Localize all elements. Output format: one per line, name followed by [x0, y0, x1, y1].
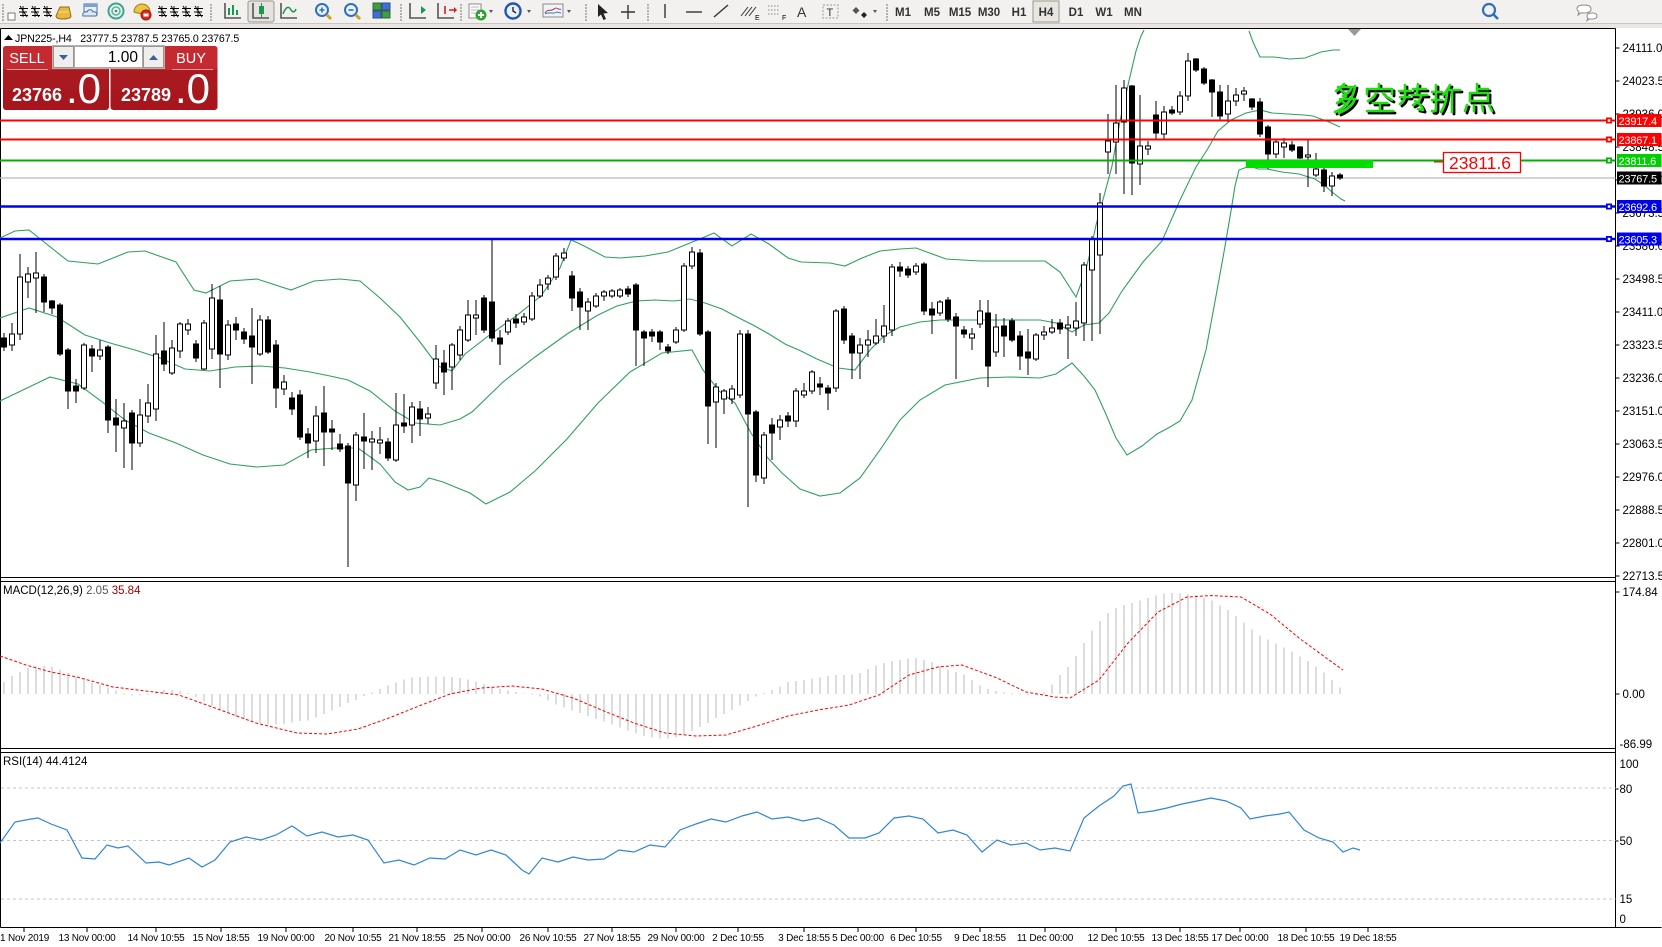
svg-text:E: E: [755, 15, 760, 22]
svg-text:F: F: [782, 15, 786, 22]
svg-text:M1: M1: [895, 7, 912, 19]
svg-text:BUY: BUY: [176, 51, 206, 67]
svg-text:22976.0: 22976.0: [1623, 472, 1662, 484]
svg-text:22801.0: 22801.0: [1623, 538, 1662, 550]
svg-text:15: 15: [1620, 894, 1633, 906]
svg-text:M5: M5: [924, 7, 941, 19]
svg-text:23789: 23789: [121, 85, 171, 105]
svg-text:SELL: SELL: [9, 51, 44, 67]
svg-text:23498.5: 23498.5: [1623, 274, 1662, 286]
svg-text:13 Dec 18:55: 13 Dec 18:55: [1151, 933, 1209, 944]
svg-text:23917.4: 23917.4: [1619, 116, 1657, 128]
svg-text:D1: D1: [1069, 7, 1084, 19]
svg-text:23766: 23766: [12, 85, 62, 105]
svg-text:.0: .0: [66, 65, 101, 112]
svg-text:23151.0: 23151.0: [1623, 406, 1662, 418]
svg-text:A: A: [797, 4, 807, 20]
svg-text:-86.99: -86.99: [1620, 739, 1653, 751]
svg-text:23323.5: 23323.5: [1623, 340, 1662, 352]
svg-text:0.00: 0.00: [1623, 689, 1645, 701]
svg-text:23692.6: 23692.6: [1619, 202, 1657, 214]
svg-text:M30: M30: [978, 7, 1000, 19]
svg-text:H1: H1: [1012, 7, 1027, 19]
svg-text:MACD(12,26,9) 2.05 35.84: MACD(12,26,9) 2.05 35.84: [3, 585, 141, 597]
svg-text:23411.0: 23411.0: [1623, 307, 1662, 319]
svg-text:50: 50: [1620, 836, 1633, 848]
svg-text:18 Dec 10:55: 18 Dec 10:55: [1277, 933, 1335, 944]
svg-text:9 Dec 18:55: 9 Dec 18:55: [954, 933, 1006, 944]
svg-text:19 Dec 18:55: 19 Dec 18:55: [1339, 933, 1397, 944]
svg-text:RSI(14) 44.4124: RSI(14) 44.4124: [3, 756, 88, 768]
svg-text:1.00: 1.00: [108, 49, 139, 66]
svg-text:26 Nov 10:55: 26 Nov 10:55: [519, 933, 577, 944]
svg-text:22888.5: 22888.5: [1623, 505, 1662, 517]
svg-text:H4: H4: [1039, 7, 1054, 19]
svg-text:174.84: 174.84: [1623, 587, 1659, 599]
svg-text:24111.0: 24111.0: [1623, 43, 1662, 55]
svg-text:23767.5: 23767.5: [1619, 174, 1657, 186]
svg-text:19 Nov 00:00: 19 Nov 00:00: [257, 933, 315, 944]
svg-text:6 Dec 10:55: 6 Dec 10:55: [890, 933, 942, 944]
svg-text:0: 0: [1620, 914, 1626, 926]
svg-text:.0: .0: [175, 65, 210, 112]
svg-text:14 Nov 10:55: 14 Nov 10:55: [127, 933, 185, 944]
svg-text:13 Nov 00:00: 13 Nov 00:00: [58, 933, 116, 944]
svg-text:23236.0: 23236.0: [1623, 373, 1662, 385]
svg-text:23811.6: 23811.6: [1619, 156, 1657, 168]
svg-text:11 Dec 00:00: 11 Dec 00:00: [1017, 933, 1074, 944]
svg-text:100: 100: [1620, 759, 1639, 771]
svg-text:23867.1: 23867.1: [1619, 135, 1657, 147]
svg-text:21 Nov 18:55: 21 Nov 18:55: [388, 933, 446, 944]
svg-text:23811.6: 23811.6: [1449, 153, 1511, 173]
svg-text:17 Dec 00:00: 17 Dec 00:00: [1211, 933, 1269, 944]
svg-text:3 Dec 18:55: 3 Dec 18:55: [778, 933, 830, 944]
svg-text:29 Nov 00:00: 29 Nov 00:00: [647, 933, 705, 944]
svg-text:JPN225-,H4 23777.5 23787.5 2: JPN225-,H4 23777.5 23787.5 23765.0 23767…: [15, 33, 239, 45]
svg-text:W1: W1: [1095, 7, 1113, 19]
svg-text:22713.5: 22713.5: [1623, 571, 1662, 583]
svg-text:15 Nov 18:55: 15 Nov 18:55: [192, 933, 250, 944]
svg-text:M15: M15: [949, 7, 972, 19]
svg-text:24023.5: 24023.5: [1623, 76, 1662, 88]
svg-text:T: T: [827, 7, 834, 19]
svg-text:MN: MN: [1124, 7, 1142, 19]
svg-text:12 Dec 10:55: 12 Dec 10:55: [1087, 933, 1145, 944]
svg-text:1 Nov 2019: 1 Nov 2019: [0, 933, 50, 944]
svg-text:5 Dec 00:00: 5 Dec 00:00: [832, 933, 884, 944]
svg-text:27 Nov 18:55: 27 Nov 18:55: [583, 933, 641, 944]
svg-text:80: 80: [1620, 784, 1633, 796]
svg-text:2 Dec 10:55: 2 Dec 10:55: [712, 933, 764, 944]
svg-text:23063.5: 23063.5: [1623, 439, 1662, 451]
svg-text:25 Nov 00:00: 25 Nov 00:00: [453, 933, 511, 944]
svg-text:23605.3: 23605.3: [1619, 235, 1657, 247]
svg-text:20 Nov 10:55: 20 Nov 10:55: [324, 933, 382, 944]
